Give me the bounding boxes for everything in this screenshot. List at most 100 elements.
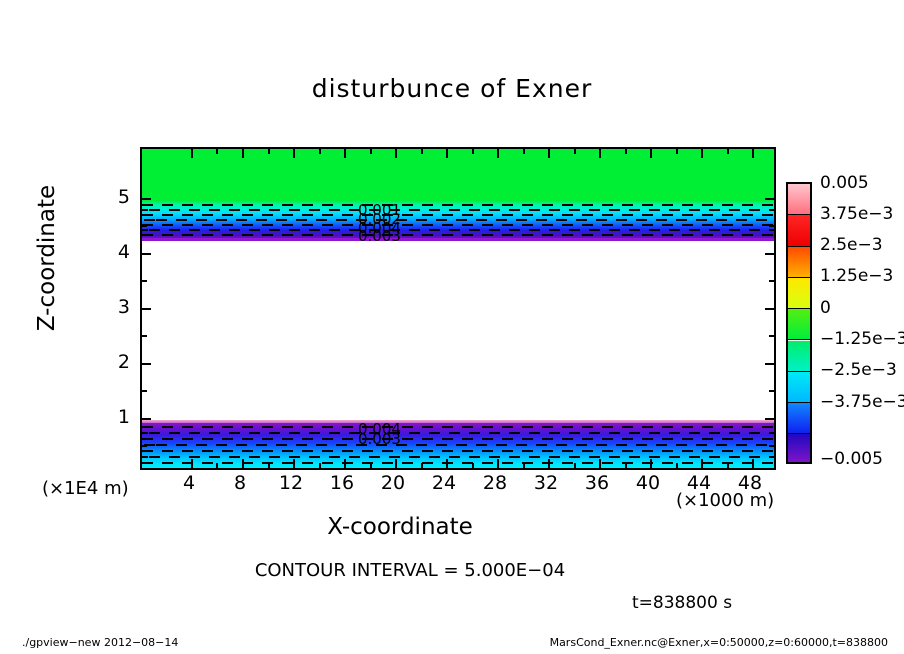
y-tick-major [142, 253, 151, 255]
x-tick-top [472, 149, 474, 154]
contour-line [142, 234, 774, 236]
x-tick-label: 24 [431, 472, 457, 494]
page-title: disturbunce of Exner [311, 74, 593, 103]
y-tick-right [765, 253, 774, 255]
y-tick-right [765, 198, 774, 200]
x-tick-minor [216, 463, 218, 468]
x-tick-label: 36 [584, 472, 610, 494]
contour-label: 0.003 [358, 430, 401, 448]
y-tick-major [142, 308, 151, 310]
x-tick-top [216, 149, 218, 154]
x-tick-minor [523, 463, 525, 468]
x-axis-unit: (×1000 m) [676, 490, 775, 511]
x-tick-label: 44 [686, 472, 712, 494]
contour-line [142, 444, 774, 446]
x-tick-minor [268, 463, 270, 468]
colorbar-tick-label: 0 [820, 298, 831, 318]
colorbar-segment [788, 277, 810, 310]
contour-line [142, 209, 774, 211]
colorbar-tick-label: −1.25e−3 [820, 329, 904, 349]
y-tick-minor [142, 335, 147, 337]
x-tick-major [650, 459, 652, 468]
y-tick-minor [142, 445, 147, 447]
x-tick-label: 20 [380, 472, 406, 494]
y-tick-right [769, 390, 774, 392]
y-axis-unit: (×1E4 m) [42, 478, 129, 499]
x-tick-top [727, 149, 729, 154]
contour-line [142, 456, 774, 458]
x-tick-major [191, 459, 193, 468]
contour-line [142, 224, 774, 226]
colorbar-segment [788, 309, 810, 341]
colorbar-tick-label: 0.005 [820, 173, 869, 193]
contour-label: 0.003 [358, 227, 401, 245]
x-tick-label: 48 [737, 472, 763, 494]
x-tick-top [268, 149, 270, 154]
x-tick-top [191, 149, 193, 158]
y-tick-major [142, 418, 151, 420]
y-tick-right [765, 418, 774, 420]
colorbar: 0.005 3.75e−3 2.5e−3 1.25e−3 0 −1.25e−3 … [786, 173, 904, 469]
contour-line [142, 426, 774, 428]
contour-interval-note: CONTOUR INTERVAL = 5.000E−04 [254, 560, 566, 581]
contour-line [142, 229, 774, 231]
colorbar-segment [788, 340, 810, 372]
y-tick-right [769, 280, 774, 282]
x-tick-minor [676, 463, 678, 468]
contour-label: 0.004 [358, 420, 401, 438]
contour-line [142, 450, 774, 452]
plot-area: 0.001 0.002 0.004 0.003 0.004 0.003 [140, 147, 776, 470]
contour-band-upper [142, 149, 774, 241]
x-tick-label: 28 [482, 472, 508, 494]
colorbar-tick-label: −2.5e−3 [820, 360, 897, 380]
x-tick-minor [727, 463, 729, 468]
x-tick-top [421, 149, 423, 154]
x-tick-top [548, 149, 550, 158]
x-tick-major [446, 459, 448, 468]
x-tick-top [599, 149, 601, 158]
x-tick-minor [472, 463, 474, 468]
y-tick-right [769, 225, 774, 227]
x-tick-minor [370, 463, 372, 468]
x-tick-minor [319, 463, 321, 468]
x-tick-label: 16 [329, 472, 355, 494]
contour-label: 0.002 [358, 210, 401, 228]
x-tick-major [752, 459, 754, 468]
y-axis-title: Z-coordinate [34, 184, 60, 332]
colorbar-segment [788, 403, 810, 435]
y-tick-minor [142, 390, 147, 392]
contour-band-lower-edge [142, 420, 774, 423]
x-tick-top [625, 149, 627, 154]
x-tick-top [650, 149, 652, 158]
x-tick-label: 8 [233, 472, 247, 494]
contour-line [142, 438, 774, 440]
colorbar-tick-label: 1.25e−3 [820, 266, 894, 286]
x-tick-major [242, 459, 244, 468]
x-tick-major [395, 459, 397, 468]
y-tick-label: 5 [117, 186, 130, 208]
x-tick-label: 40 [635, 472, 661, 494]
x-tick-top [370, 149, 372, 154]
colorbar-segment [788, 371, 810, 404]
y-tick-label: 1 [117, 406, 130, 428]
contour-line [142, 432, 774, 434]
x-tick-label: 12 [278, 472, 304, 494]
footer-command: ./gpview−new 2012−08−14 [22, 636, 179, 649]
x-tick-label: 4 [182, 472, 196, 494]
x-tick-major [497, 459, 499, 468]
x-tick-major [599, 459, 601, 468]
x-tick-major [701, 459, 703, 468]
x-tick-top [574, 149, 576, 154]
time-annotation: t=838800 s [632, 593, 733, 613]
contour-label: 0.001 [358, 201, 401, 219]
colorbar-segment [788, 184, 810, 216]
y-tick-right [765, 308, 774, 310]
y-tick-right [765, 363, 774, 365]
x-tick-minor [574, 463, 576, 468]
x-axis-title: X-coordinate [327, 514, 473, 540]
y-tick-label: 2 [117, 351, 130, 373]
colorbar-tick-label: −0.005 [820, 449, 883, 469]
x-tick-top [395, 149, 397, 158]
colorbar-gradient [786, 182, 812, 464]
x-tick-top [242, 149, 244, 158]
